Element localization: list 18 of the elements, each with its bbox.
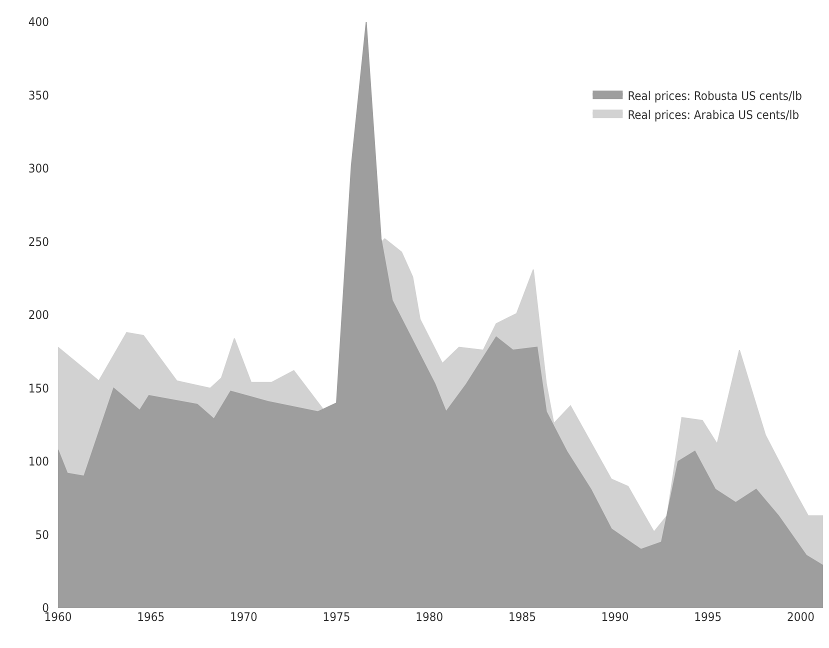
x-tick-label: 2000	[786, 610, 815, 624]
y-tick-label: 50	[35, 528, 50, 542]
y-tick-label: 300	[28, 162, 50, 176]
x-tick-label: 1985	[508, 610, 536, 624]
y-tick-label: 400	[28, 15, 50, 30]
y-tick-label: 200	[28, 308, 50, 322]
y-tick-label: 100	[28, 454, 50, 469]
x-tick-label: 1970	[230, 610, 258, 624]
x-tick-label: 1990	[601, 610, 629, 624]
x-tick-label: 1965	[137, 610, 165, 624]
y-tick-label: 250	[28, 234, 50, 249]
legend-label: Real prices: Robusta US cents/lb	[628, 88, 802, 103]
x-tick-label: 1980	[416, 610, 444, 624]
y-tick-label: 350	[28, 88, 50, 102]
legend-label: Real prices: Arabica US cents/lb	[628, 108, 800, 122]
y-tick-label: 150	[28, 381, 50, 396]
x-tick-label: 1995	[694, 610, 722, 624]
x-tick-label: 1975	[322, 610, 350, 624]
